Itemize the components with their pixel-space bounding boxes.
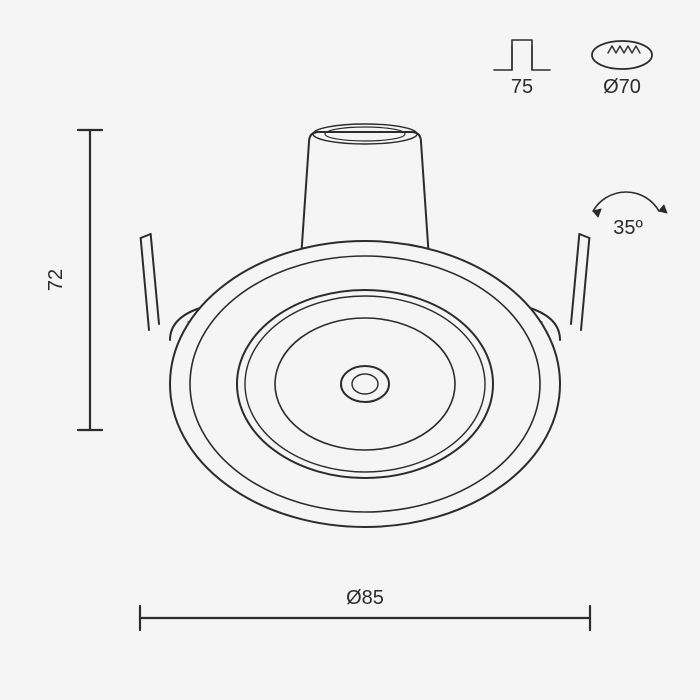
width-dim: Ø85 [346,587,384,609]
hole-dim: Ø70 [603,76,641,98]
cutout-dim: 75 [511,76,533,98]
drawing-canvas: 75 Ø70 35º 72 Ø85 [0,0,700,700]
tilt-dim: 35º [613,217,643,239]
technical-drawing-svg: 75 Ø70 35º 72 Ø85 [0,0,700,700]
height-dim: 72 [45,269,67,291]
